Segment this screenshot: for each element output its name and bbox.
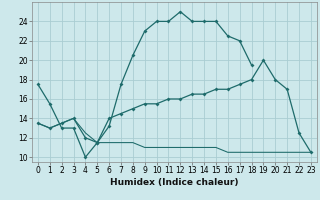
X-axis label: Humidex (Indice chaleur): Humidex (Indice chaleur) (110, 178, 239, 187)
